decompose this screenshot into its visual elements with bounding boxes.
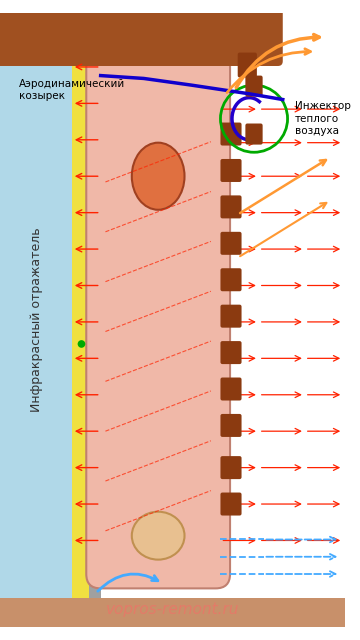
FancyBboxPatch shape [246, 76, 263, 97]
FancyBboxPatch shape [220, 378, 242, 401]
FancyBboxPatch shape [246, 124, 263, 145]
Ellipse shape [132, 143, 185, 210]
Text: Инфракрасный отражатель: Инфракрасный отражатель [30, 228, 43, 412]
FancyBboxPatch shape [220, 232, 242, 255]
FancyBboxPatch shape [238, 52, 257, 77]
Text: Инжектор
теплого
воздуха: Инжектор теплого воздуха [295, 101, 351, 136]
FancyBboxPatch shape [220, 456, 242, 479]
FancyBboxPatch shape [220, 268, 242, 291]
FancyBboxPatch shape [220, 493, 242, 516]
FancyBboxPatch shape [0, 8, 283, 66]
Text: Аэродинамический
козырек: Аэродинамический козырек [19, 79, 125, 101]
FancyBboxPatch shape [220, 341, 242, 364]
Ellipse shape [132, 512, 185, 559]
FancyBboxPatch shape [220, 159, 242, 182]
Bar [89, 47, 101, 598]
Text: vopros-remont.ru: vopros-remont.ru [106, 602, 239, 617]
FancyBboxPatch shape [86, 52, 230, 588]
FancyBboxPatch shape [0, 598, 345, 627]
Circle shape [78, 340, 85, 348]
FancyBboxPatch shape [220, 305, 242, 328]
FancyBboxPatch shape [220, 122, 242, 145]
Bar [72, 47, 89, 598]
Bar [0, 42, 86, 598]
FancyBboxPatch shape [220, 195, 242, 218]
FancyBboxPatch shape [220, 414, 242, 437]
